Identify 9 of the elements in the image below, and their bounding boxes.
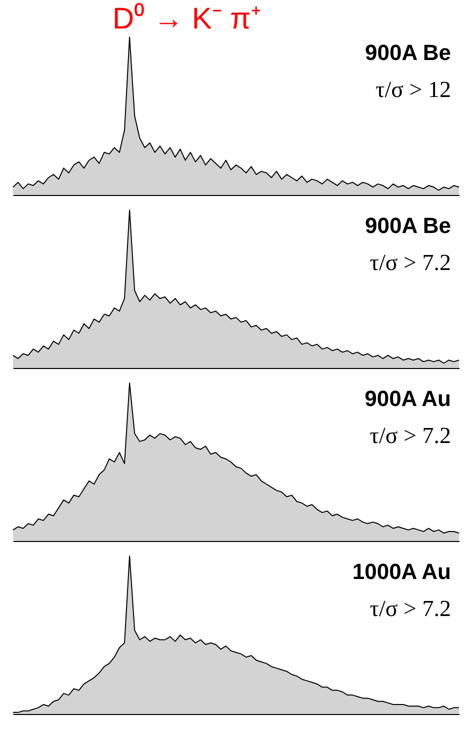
annotation: 900A Be (364, 213, 451, 238)
annotation: τ/σ > 7.2 (370, 423, 451, 448)
annotation: 900A Be (364, 40, 451, 65)
annotation: τ/σ > 7.2 (370, 250, 451, 275)
annotation: 900A Au (364, 386, 451, 411)
annotation: 1000A Au (352, 559, 451, 584)
annotation: τ/σ > 12 (375, 77, 451, 102)
annotation: τ/σ > 7.2 (370, 596, 451, 621)
chart-title: D⁰ → K⁻ π⁺ (112, 2, 261, 36)
